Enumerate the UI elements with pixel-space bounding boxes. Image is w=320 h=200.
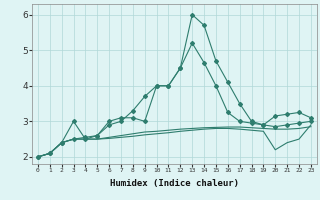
- X-axis label: Humidex (Indice chaleur): Humidex (Indice chaleur): [110, 179, 239, 188]
